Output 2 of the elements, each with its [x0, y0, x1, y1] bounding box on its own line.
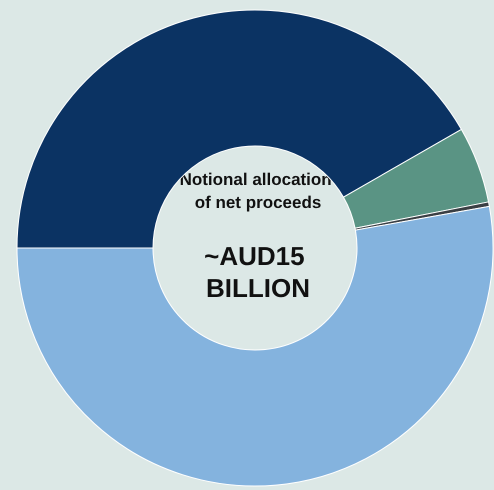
text: Notional allocation of net proceeds: [180, 170, 336, 212]
text: ~AUD15 BILLION: [204, 241, 312, 303]
